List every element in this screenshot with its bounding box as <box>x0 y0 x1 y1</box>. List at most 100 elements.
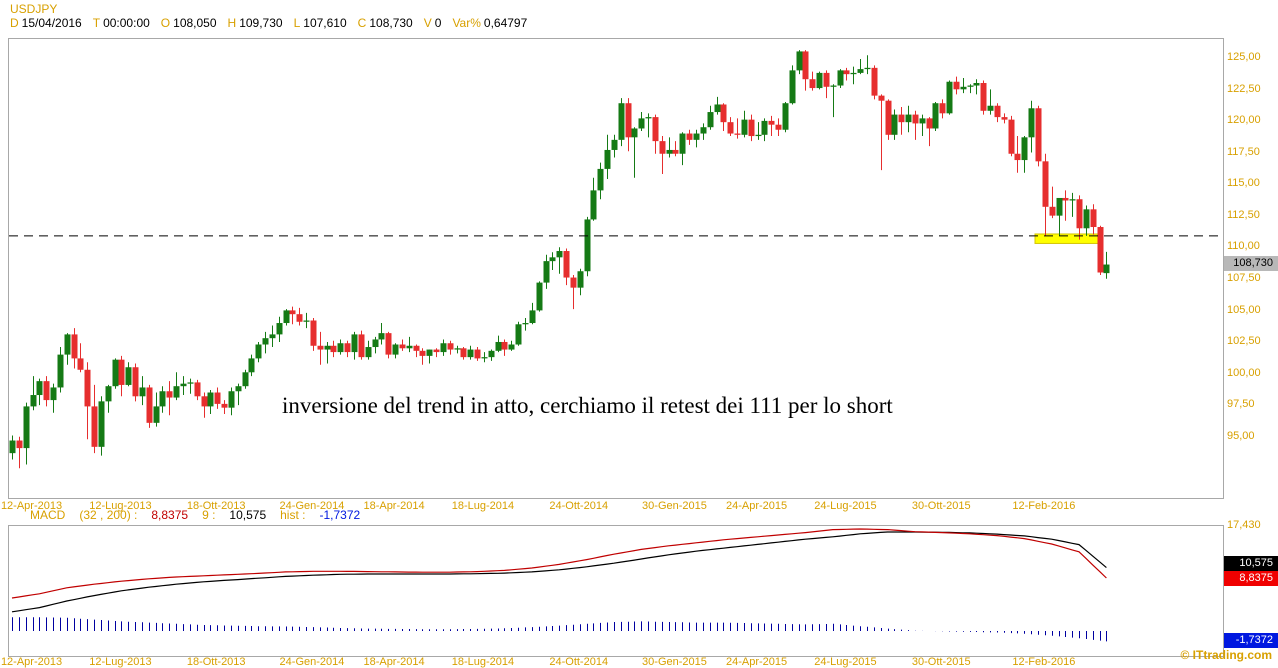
macd-readout-token: -1,7372 <box>319 508 361 522</box>
candle-down <box>878 95 885 101</box>
candle-up <box>932 103 939 129</box>
candle-down <box>460 348 467 358</box>
candle-down <box>166 391 173 398</box>
candle-down <box>871 67 878 96</box>
candle-up <box>378 333 385 340</box>
candle-down <box>91 406 98 447</box>
macd-readout-token: 9 : <box>202 508 216 522</box>
price-tick-label: 117,50 <box>1227 145 1260 158</box>
candlestick-chart[interactable] <box>9 39 1223 498</box>
candle-down <box>1001 117 1008 120</box>
candle-down <box>1035 108 1042 162</box>
candle-up <box>604 149 611 169</box>
candle-down <box>775 124 782 130</box>
candle-up <box>618 103 625 140</box>
candle-up <box>30 395 37 407</box>
readout-value: 0,64797 <box>483 16 528 30</box>
candle-down <box>433 349 440 353</box>
candle-up <box>707 112 714 128</box>
candle-up <box>1083 209 1090 229</box>
candle-up <box>967 85 974 87</box>
macd-line <box>11 528 1107 599</box>
price-tick-label: 100,00 <box>1227 366 1261 379</box>
candle-up <box>23 406 30 449</box>
candle-up <box>242 372 249 387</box>
candle-up <box>372 339 379 348</box>
price-chart-panel[interactable] <box>8 38 1224 499</box>
macd-axis-top-label: 17,430 <box>1227 519 1261 531</box>
candle-up <box>440 343 447 353</box>
date-tick-label: 18-Ott-2013 <box>186 656 246 668</box>
candle-up <box>426 349 433 356</box>
candle-down <box>221 403 228 408</box>
macd-value-tag: 8,8375 <box>1224 571 1278 586</box>
macd-indicator-panel[interactable] <box>8 525 1224 657</box>
candle-up <box>597 168 604 191</box>
candle-up <box>789 70 796 104</box>
date-tick-label: 24-Gen-2014 <box>279 656 345 668</box>
candle-down <box>16 440 23 449</box>
candle-up <box>584 219 591 272</box>
macd-readout-token: hist : <box>280 508 306 522</box>
candle-down <box>823 72 830 87</box>
candle-up <box>796 51 803 71</box>
date-tick-label: 24-Gen-2014 <box>279 500 345 512</box>
candle-up <box>187 382 194 384</box>
candle-up <box>919 118 926 124</box>
candle-up <box>50 387 57 401</box>
candle-down <box>132 367 139 397</box>
candle-down <box>214 392 221 404</box>
date-tick-label: 18-Lug-2014 <box>451 656 515 668</box>
candle-down <box>358 334 365 358</box>
candle-down <box>1097 227 1104 273</box>
candle-up <box>536 282 543 311</box>
date-tick-label: 12-Feb-2016 <box>1012 656 1076 668</box>
candle-down <box>1076 199 1083 229</box>
readout-value: 108,730 <box>369 16 413 30</box>
candle-down <box>194 382 201 397</box>
candle-up <box>508 344 515 350</box>
candle-up <box>351 334 358 353</box>
candle-down <box>419 350 426 356</box>
candle-down <box>994 105 1001 118</box>
candle-up <box>406 345 413 349</box>
candle-down <box>1049 206 1056 216</box>
candle-down <box>802 51 809 80</box>
macd-signal-line <box>11 531 1107 613</box>
candle-down <box>720 104 727 123</box>
candle-up <box>973 83 980 86</box>
candle-up <box>454 348 461 350</box>
candle-down <box>953 81 960 90</box>
candle-down <box>570 277 577 288</box>
candle-up <box>467 349 474 358</box>
macd-readout-token: 10,575 <box>229 508 267 522</box>
candle-down <box>118 359 125 385</box>
candle-down <box>652 117 659 142</box>
price-tick-label: 107,50 <box>1227 272 1261 285</box>
candle-up <box>276 323 283 335</box>
symbol-title: USDJPY <box>10 2 58 16</box>
price-tick-label: 97,50 <box>1227 398 1255 411</box>
date-tick-label: 24-Lug-2015 <box>814 656 877 668</box>
candle-up <box>850 72 857 75</box>
price-tick-label: 105,00 <box>1227 303 1261 316</box>
candle-down <box>980 83 987 111</box>
candle-up <box>556 251 563 258</box>
candle-down <box>1062 197 1069 201</box>
candle-up <box>324 345 331 350</box>
date-tick-label: 18-Apr-2014 <box>363 500 425 512</box>
readout-value: 15/04/2016 <box>21 16 82 30</box>
candle-up <box>946 81 953 114</box>
date-tick-label: 12-Apr-2013 <box>0 656 63 668</box>
candle-up <box>392 344 399 355</box>
readout-key: C <box>357 16 367 30</box>
candle-down <box>501 341 508 350</box>
candle-up <box>666 149 673 154</box>
candle-up <box>577 271 584 288</box>
candle-down <box>296 314 303 322</box>
macd-chart[interactable] <box>9 526 1223 656</box>
candle-down <box>330 345 337 353</box>
candle-up <box>9 440 16 454</box>
candle-up <box>987 105 994 111</box>
